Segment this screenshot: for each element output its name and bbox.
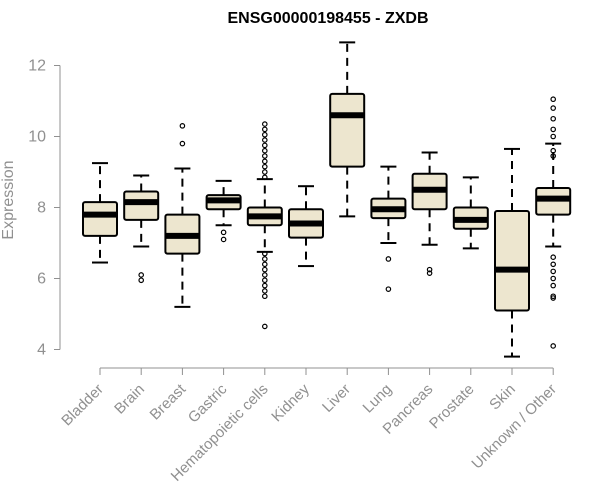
y-tick-label: 4 (37, 342, 46, 359)
outlier-point (261, 137, 268, 143)
outlier-point (261, 272, 268, 278)
iqr-box (494, 210, 530, 312)
box-group (205, 179, 242, 243)
outlier-point (261, 282, 268, 289)
outlier-point (550, 261, 557, 268)
outlier-point (550, 293, 557, 300)
y-tick-label: 6 (37, 271, 46, 288)
y-tick-label: 10 (28, 129, 46, 146)
box-group (123, 174, 160, 284)
box-group (494, 147, 530, 358)
y-axis-label: Expression (0, 160, 17, 239)
outlier-point (261, 323, 268, 330)
outlier-point (550, 105, 557, 111)
outlier-point (138, 272, 145, 278)
plot-area (82, 41, 572, 358)
outlier-point (261, 142, 268, 149)
x-tick-label: Bladder (58, 381, 107, 430)
box-group (82, 162, 118, 264)
outlier-point (261, 261, 268, 268)
iqr-box (123, 190, 160, 221)
box-group (452, 176, 489, 250)
outlier-point (426, 270, 433, 276)
outlier-point (261, 277, 268, 284)
outlier-point (550, 282, 557, 289)
x-tick-label: Prostate (426, 381, 478, 433)
box-group (329, 41, 366, 218)
outlier-point (179, 140, 186, 147)
outlier-point (261, 288, 268, 294)
outlier-point (261, 147, 268, 154)
outlier-point (550, 96, 557, 103)
y-axis: 4 6 8 10 12 (28, 58, 61, 359)
outlier-point (385, 286, 392, 292)
outlier-point (261, 256, 268, 262)
outlier-point (261, 121, 268, 127)
x-tick-label: Lung (360, 381, 396, 417)
outlier-point (550, 153, 557, 159)
outlier-point (550, 147, 557, 154)
x-tick-label: Skin (486, 381, 519, 414)
box-group (164, 123, 201, 308)
x-tick-label: Breast (147, 380, 190, 423)
outlier-point (550, 295, 557, 301)
chart-title: ENSG00000198455 - ZXDB (228, 10, 429, 27)
x-tick-label: Kidney (268, 380, 313, 425)
outlier-point (261, 174, 268, 181)
outlier-point (550, 275, 557, 282)
outlier-point (385, 256, 392, 262)
x-tick-label: Liver (319, 381, 354, 416)
outlier-point (426, 266, 433, 273)
outlier-point (550, 133, 557, 140)
outlier-point (550, 268, 557, 275)
outlier-point (550, 343, 557, 349)
outlier-point (220, 229, 227, 236)
outlier-point (261, 169, 268, 175)
outlier-point (261, 250, 268, 257)
outlier-point (179, 123, 186, 129)
y-tick-label: 8 (37, 200, 46, 217)
outlier-point (550, 115, 557, 122)
outlier-point (261, 153, 268, 159)
outlier-point (261, 266, 268, 273)
outlier-point (261, 131, 268, 138)
box-group (246, 121, 283, 330)
box-group (411, 151, 448, 276)
box-group (288, 185, 324, 268)
outlier-point (550, 126, 557, 133)
outlier-point (138, 277, 145, 284)
outlier-point (261, 126, 268, 133)
box-group (370, 165, 407, 292)
outlier-point (261, 158, 268, 165)
outlier-point (550, 254, 557, 261)
outlier-point (261, 293, 268, 300)
x-tick-label: Brain (111, 381, 148, 418)
outlier-point (261, 163, 268, 170)
outlier-point (220, 236, 227, 243)
y-tick-label: 12 (28, 58, 46, 75)
box-group (535, 96, 572, 349)
iqr-box (329, 92, 366, 168)
iqr-box (82, 201, 118, 237)
